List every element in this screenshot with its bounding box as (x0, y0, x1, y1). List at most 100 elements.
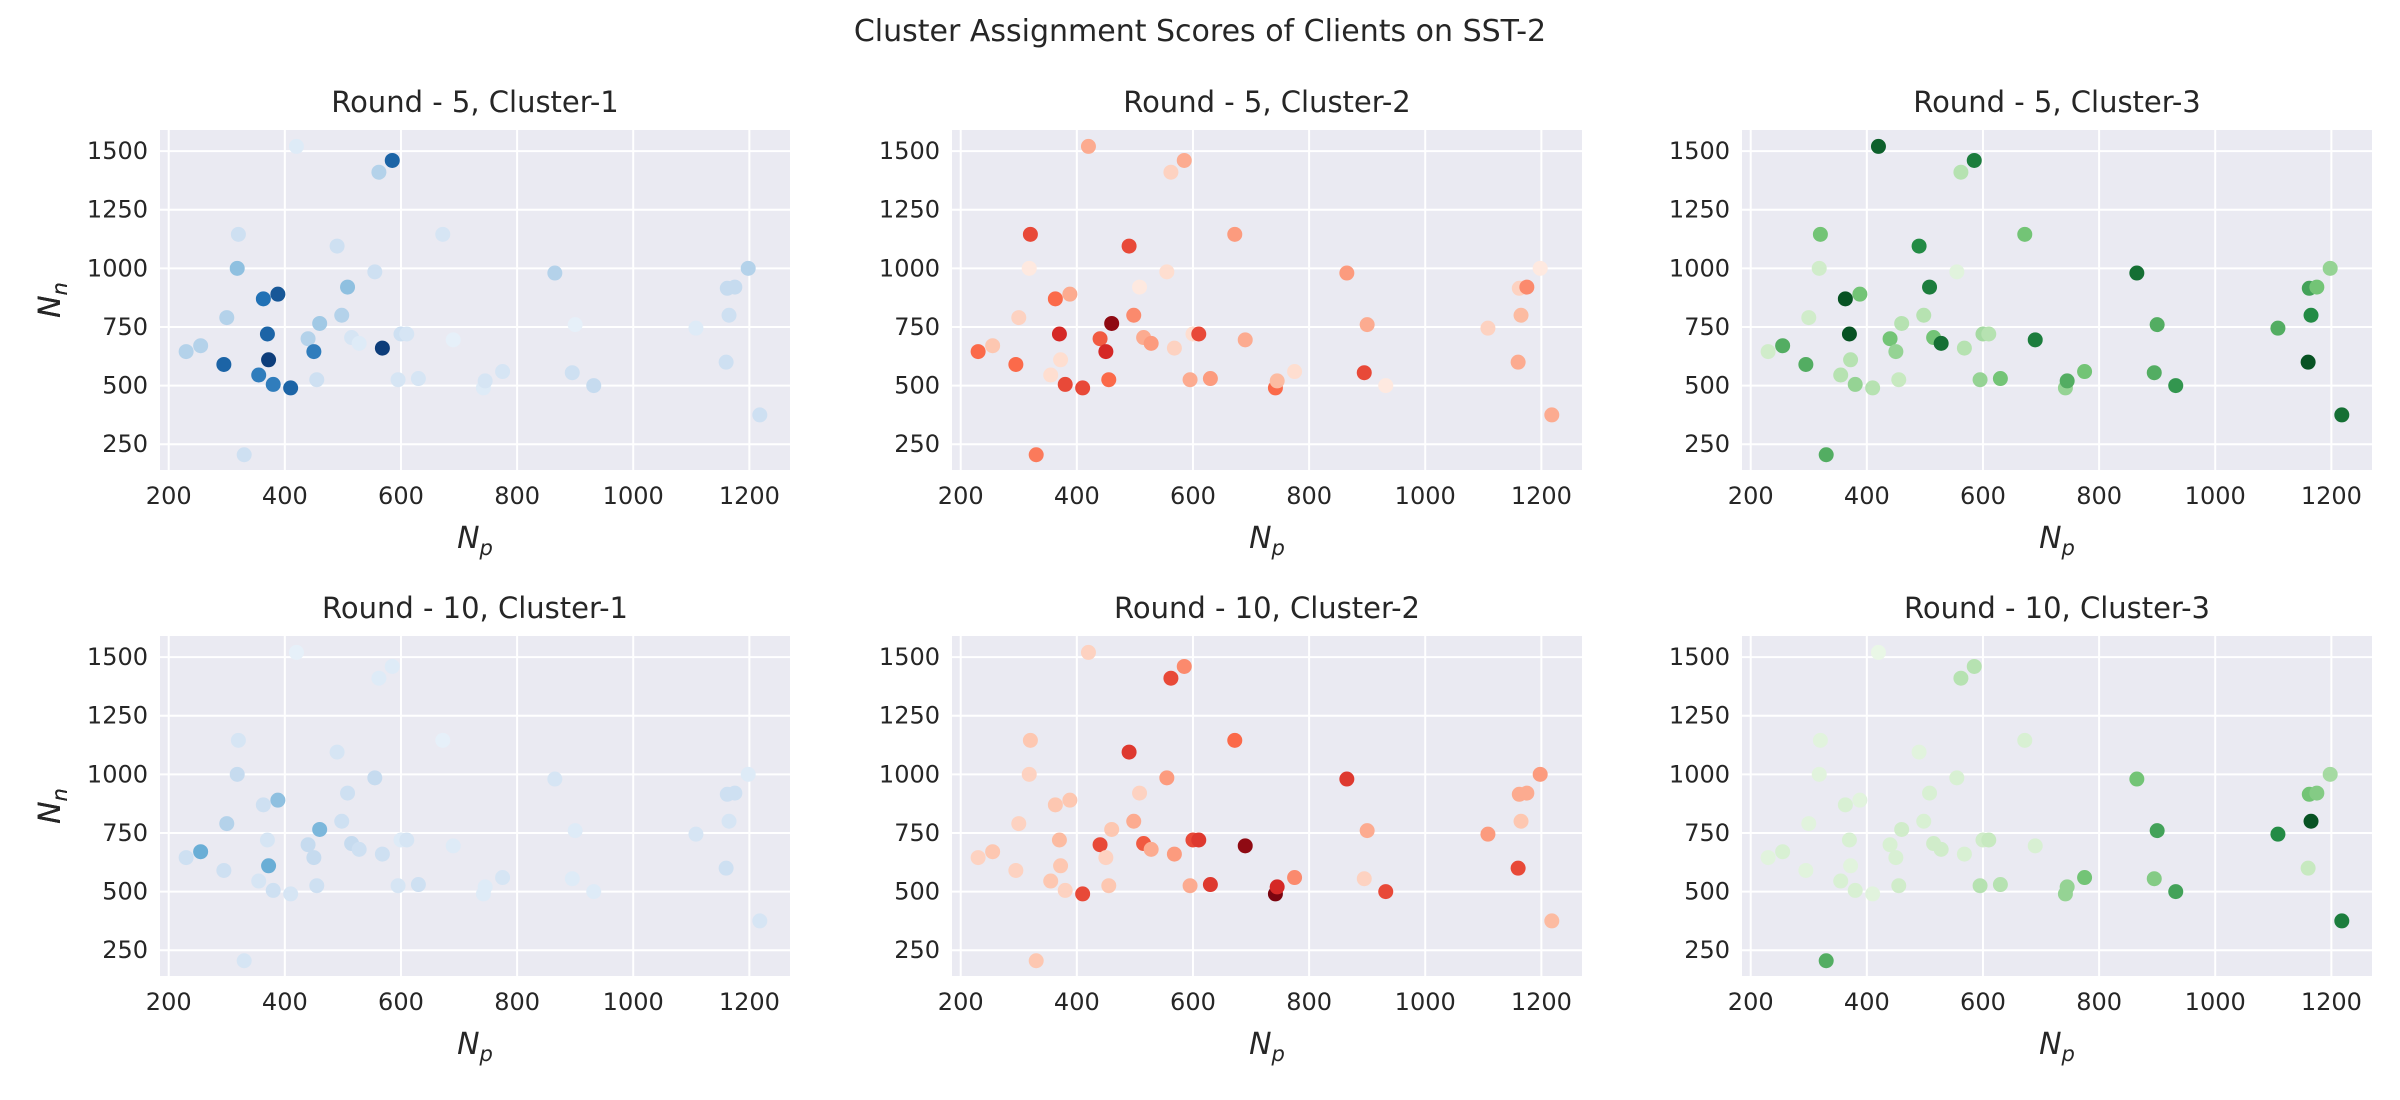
scatter-point (1544, 407, 1560, 423)
y-axis-label: Nn (33, 282, 72, 318)
scatter-point (1953, 164, 1969, 180)
scatter-point (306, 850, 322, 866)
scatter-point (1182, 372, 1198, 388)
scatter-point (1159, 770, 1175, 786)
y-tick-label: 750 (102, 313, 148, 341)
plot-area (952, 636, 1582, 976)
scatter-point (410, 371, 426, 387)
scatter-point (261, 352, 277, 368)
scatter-point (229, 766, 245, 782)
scatter-point (1966, 152, 1982, 168)
scatter-point (1008, 862, 1024, 878)
scatter-point (1356, 871, 1372, 887)
scatter-point (1852, 286, 1868, 302)
y-tick-label: 750 (894, 313, 940, 341)
scatter-point (1159, 264, 1175, 280)
scatter-point (2077, 364, 2093, 380)
x-tick-label: 400 (262, 988, 308, 1016)
y-tick-label: 1250 (879, 702, 940, 730)
scatter-point (178, 344, 194, 360)
scatter-point (1870, 644, 1886, 660)
y-tick-label: 1250 (87, 702, 148, 730)
scatter-point (1837, 797, 1853, 813)
plot-area (1742, 130, 2372, 470)
scatter-point (374, 846, 390, 862)
x-tick-label: 600 (1960, 988, 2006, 1016)
x-tick-label: 1000 (603, 482, 664, 510)
scatter-point (1847, 882, 1863, 898)
y-tick-label: 1000 (879, 760, 940, 788)
scatter-point (340, 279, 356, 295)
subplot-2: 200 400 600 800 1000 1200 250 500 750 1000 1250 150… (33, 85, 1582, 560)
scatter-point (2149, 823, 2165, 839)
scatter-point (477, 879, 493, 895)
scatter-point (688, 320, 704, 336)
y-tick-label: 1500 (1669, 643, 1730, 671)
scatter-point (1011, 310, 1027, 326)
x-tick-label: 800 (2076, 988, 2122, 1016)
scatter-point (1166, 846, 1182, 862)
y-tick-label: 500 (1684, 372, 1730, 400)
y-tick-label: 250 (102, 430, 148, 458)
scatter-point (1191, 832, 1207, 848)
scatter-point (1359, 317, 1375, 333)
scatter-point (1933, 841, 1949, 857)
scatter-point (1532, 766, 1548, 782)
x-tick-label: 1200 (1511, 482, 1572, 510)
x-tick-label: 600 (1170, 988, 1216, 1016)
scatter-point (1922, 785, 1938, 801)
x-tick-label: 1200 (2301, 482, 2362, 510)
y-tick-label: 500 (1684, 878, 1730, 906)
plot-area (160, 130, 790, 470)
scatter-point (1269, 879, 1285, 895)
x-axis-label: Np (1249, 1027, 1285, 1066)
scatter-point (1811, 260, 1827, 276)
scatter-point (1882, 331, 1898, 347)
scatter-point (1062, 286, 1078, 302)
scatter-point (1227, 226, 1243, 242)
scatter-point (2168, 378, 2184, 394)
scatter-point (1760, 344, 1776, 360)
scatter-point (1051, 832, 1067, 848)
subplot-title: Round - 10, Cluster-1 (322, 591, 628, 625)
scatter-point (567, 317, 583, 333)
x-axis-label: Np (457, 521, 493, 560)
x-tick-label: 200 (938, 482, 984, 510)
scatter-point (1339, 771, 1355, 787)
scatter-point (283, 380, 299, 396)
scatter-point (1818, 953, 1834, 969)
scatter-point (1870, 138, 1886, 154)
scatter-point (2309, 279, 2325, 295)
scatter-point (1811, 766, 1827, 782)
scatter-point (2270, 826, 2286, 842)
y-tick-label: 500 (102, 372, 148, 400)
x-axis-label: Np (2039, 521, 2075, 560)
scatter-point (1888, 344, 1904, 360)
y-tick-label: 1500 (1669, 137, 1730, 165)
scatter-point (1992, 371, 2008, 387)
subplot-title: Round - 10, Cluster-3 (1904, 591, 2210, 625)
scatter-point (288, 138, 304, 154)
y-tick-label: 750 (1684, 819, 1730, 847)
subplot-title: Round - 5, Cluster-1 (331, 85, 619, 119)
scatter-point (727, 785, 743, 801)
scatter-point (2168, 884, 2184, 900)
scatter-point (283, 886, 299, 902)
scatter-point (1359, 823, 1375, 839)
scatter-point (688, 826, 704, 842)
scatter-point (1966, 658, 1982, 674)
scatter-point (1176, 658, 1192, 674)
scatter-point (236, 447, 252, 463)
scatter-point (1894, 315, 1910, 331)
plot-area (952, 130, 1582, 470)
scatter-point (259, 326, 275, 342)
subplot-4: 200 400 600 800 1000 1200 250 500 750 1000 1250 150… (33, 591, 790, 1066)
x-tick-label: 1000 (2185, 988, 2246, 1016)
scatter-point (255, 797, 271, 813)
y-tick-label: 1000 (87, 254, 148, 282)
scatter-point (270, 286, 286, 302)
y-tick-label: 250 (894, 936, 940, 964)
scatter-point (374, 340, 390, 356)
scatter-point (1760, 850, 1776, 866)
